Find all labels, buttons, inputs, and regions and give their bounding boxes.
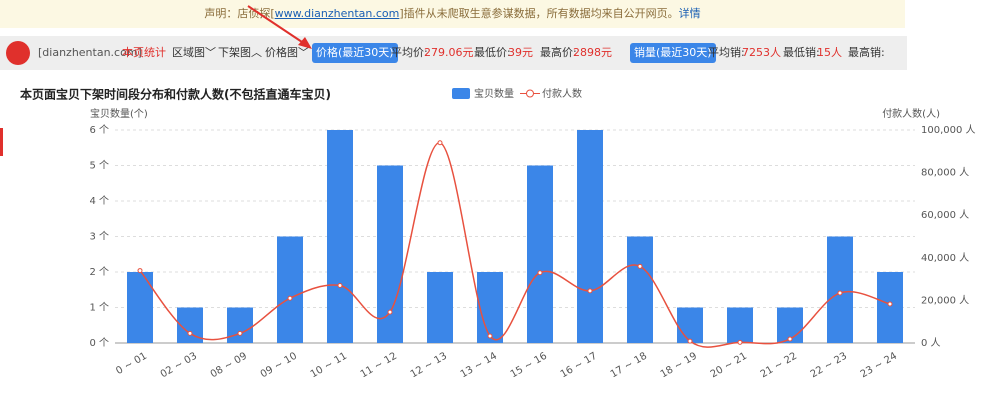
- arrow: [247, 5, 306, 45]
- bar: [427, 272, 453, 343]
- x-tick-label: 15 ~ 16: [509, 351, 549, 381]
- x-tick-label: 13 ~ 14: [459, 351, 499, 381]
- x-tick-label: 11 ~ 12: [359, 351, 399, 381]
- point: [437, 140, 443, 146]
- notice-bar: 声明：店侦探[www.dianzhentan.com]插件从未爬取生意参谋数据，…: [0, 0, 905, 28]
- tab[interactable]: 下架图︿: [218, 46, 262, 59]
- y-tick-label: 5 个: [89, 160, 109, 172]
- logo: [6, 41, 30, 65]
- y-axis-title: 宝贝数量(个): [90, 107, 148, 120]
- bar: [727, 307, 753, 343]
- value: 39元: [508, 46, 533, 59]
- bar: [577, 130, 603, 343]
- x-tick-label: 02 ~ 03: [159, 351, 199, 381]
- badge: 销量(最近30天): [630, 43, 716, 63]
- label: 平均价:: [391, 46, 428, 59]
- point: [237, 330, 243, 336]
- y2-tick-label: 40,000 人: [921, 252, 969, 264]
- side-marker: [0, 128, 3, 156]
- site: [dianzhentan.com]: [38, 46, 142, 59]
- point: [837, 290, 843, 296]
- x-tick-label: 23 ~ 24: [859, 351, 899, 381]
- chart-title: 本页面宝贝下架时间段分布和付款人数(不包括直通车宝贝): [20, 87, 331, 102]
- bar: [377, 165, 403, 343]
- legend-label: 付款人数: [542, 87, 582, 100]
- notice-link[interactable]: www.dianzhentan.com: [274, 7, 400, 20]
- bar: [877, 272, 903, 343]
- bar: [327, 130, 353, 343]
- x-tick-label: 22 ~ 23: [809, 351, 849, 381]
- point: [487, 333, 493, 339]
- tab[interactable]: 区域图﹀: [172, 46, 216, 59]
- detail-link[interactable]: 详情: [678, 7, 701, 20]
- bar: [827, 236, 853, 343]
- bar: [677, 307, 703, 343]
- y2-tick-label: 60,000 人: [921, 209, 969, 221]
- point: [687, 338, 693, 344]
- x-tick-label: 12 ~ 13: [409, 351, 449, 381]
- legend-swatch: [526, 89, 534, 98]
- x-tick-label: 17 ~ 18: [609, 351, 649, 381]
- arrow-head: [298, 37, 312, 49]
- x-tick-label: 20 ~ 21: [709, 351, 749, 381]
- bar: [527, 165, 553, 343]
- badge: 价格(最近30天): [312, 43, 398, 63]
- notice-text: ]插件从未爬取生意参谋数据，所有数据均来自公开网页。: [399, 7, 679, 20]
- legend-swatch: [452, 88, 470, 99]
- y2-tick-label: 100,000 人: [921, 124, 976, 136]
- point: [187, 330, 193, 336]
- label: 最高价:: [540, 46, 577, 59]
- label: 最高销:: [848, 46, 885, 59]
- value: 7253人: [742, 46, 781, 59]
- arrow-layer: [247, 5, 312, 49]
- x-tick-label: 21 ~ 22: [759, 351, 799, 381]
- legend-label: 宝贝数量: [474, 87, 514, 100]
- y-tick-label: 6 个: [89, 124, 109, 136]
- label: 最低销:: [783, 46, 820, 59]
- x-tick-label: 10 ~ 11: [309, 351, 349, 381]
- tab[interactable]: 价格图﹀: [265, 46, 309, 59]
- y-tick-label: 0 个: [89, 337, 109, 349]
- label: 平均销:: [708, 46, 745, 59]
- value: 279.06元: [424, 46, 474, 59]
- bar: [277, 236, 303, 343]
- point: [587, 288, 593, 294]
- point: [137, 268, 143, 274]
- y2-tick-label: 20,000 人: [921, 294, 969, 306]
- x-tick-label: 0 ~ 01: [114, 351, 149, 377]
- y-tick-label: 4 个: [89, 195, 109, 207]
- notice-text: 声明：店侦探[: [204, 7, 275, 20]
- point: [737, 339, 743, 345]
- bar: [477, 272, 503, 343]
- point: [637, 263, 643, 269]
- point: [887, 301, 893, 307]
- value: 2898元: [573, 46, 612, 59]
- point: [787, 336, 793, 342]
- x-tick-label: 16 ~ 17: [559, 351, 599, 381]
- label: 最低价:: [474, 46, 511, 59]
- tab[interactable]: 本页统计: [122, 46, 166, 59]
- x-tick-label: 18 ~ 19: [659, 351, 699, 381]
- y2-tick-label: 80,000 人: [921, 167, 969, 179]
- toolbar: [dianzhentan.com] 本页统计 区域图﹀ 下架图︿ 价格图﹀ 价格…: [0, 36, 907, 70]
- point: [537, 270, 543, 276]
- y2-tick-label: 0 人: [921, 337, 941, 349]
- y-tick-label: 3 个: [89, 231, 109, 243]
- y-tick-label: 1 个: [89, 302, 109, 314]
- bar: [227, 307, 253, 343]
- value: 15人: [817, 46, 842, 59]
- point: [387, 309, 393, 315]
- bar: [627, 236, 653, 343]
- y-tick-label: 2 个: [89, 266, 109, 278]
- y2-axis-title: 付款人数(人): [882, 107, 940, 120]
- x-tick-label: 09 ~ 10: [259, 351, 299, 381]
- point: [337, 282, 343, 288]
- x-tick-label: 08 ~ 09: [209, 351, 249, 381]
- point: [287, 295, 293, 301]
